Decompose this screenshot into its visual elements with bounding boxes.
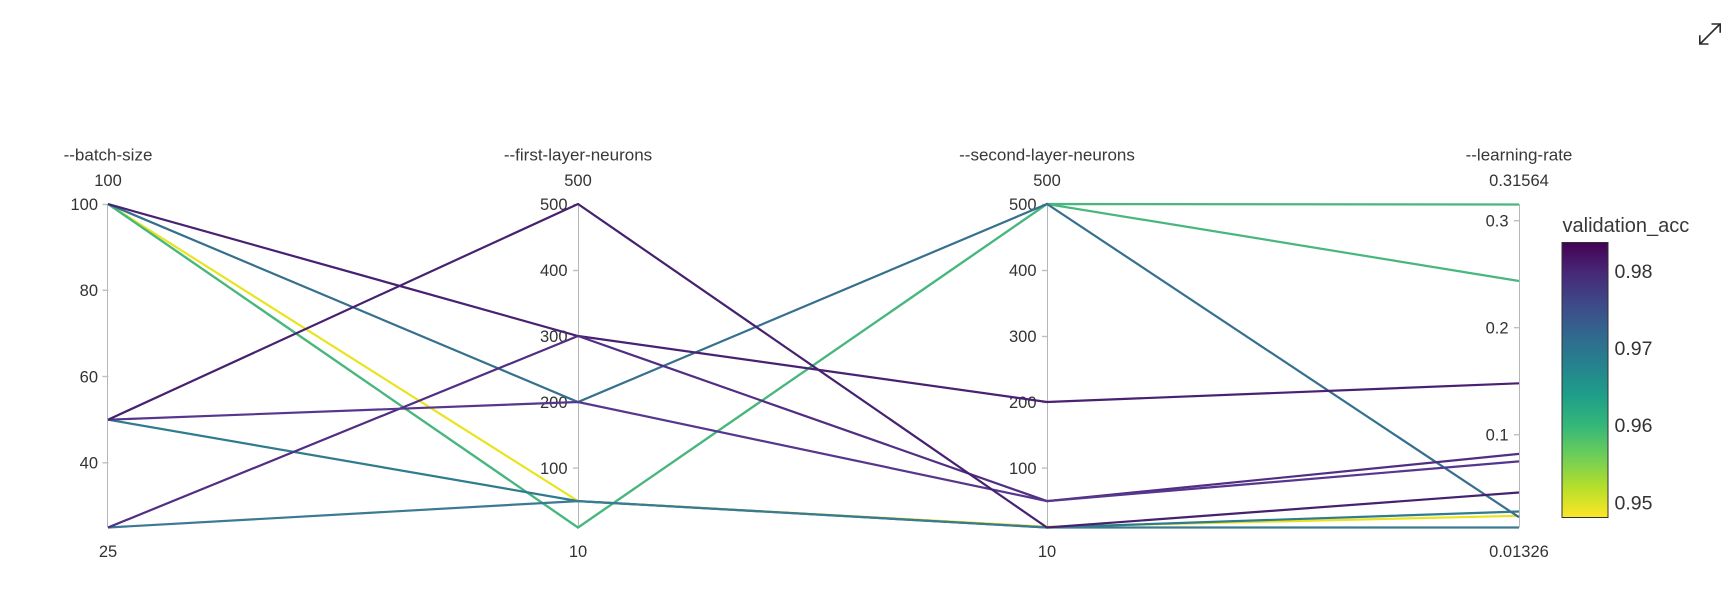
svg-text:300: 300 bbox=[1009, 328, 1037, 346]
svg-text:100: 100 bbox=[94, 172, 122, 190]
svg-text:60: 60 bbox=[80, 368, 98, 386]
svg-text:0.1: 0.1 bbox=[1486, 427, 1509, 445]
svg-text:500: 500 bbox=[540, 196, 568, 214]
svg-text:--second-layer-neurons: --second-layer-neurons bbox=[959, 146, 1135, 165]
svg-text:0.01326: 0.01326 bbox=[1489, 543, 1549, 561]
svg-text:10: 10 bbox=[569, 543, 587, 561]
svg-text:300: 300 bbox=[540, 328, 568, 346]
svg-text:80: 80 bbox=[80, 282, 98, 300]
svg-text:0.3: 0.3 bbox=[1486, 213, 1509, 231]
svg-text:0.95: 0.95 bbox=[1615, 492, 1653, 514]
svg-text:400: 400 bbox=[540, 262, 568, 280]
svg-text:500: 500 bbox=[564, 172, 592, 190]
svg-text:0.98: 0.98 bbox=[1615, 261, 1653, 283]
svg-text:--batch-size: --batch-size bbox=[64, 146, 153, 165]
svg-text:500: 500 bbox=[1009, 196, 1037, 214]
svg-text:0.97: 0.97 bbox=[1615, 338, 1653, 360]
svg-text:40: 40 bbox=[80, 455, 98, 473]
svg-text:validation_acc: validation_acc bbox=[1563, 215, 1690, 237]
svg-text:400: 400 bbox=[1009, 262, 1037, 280]
svg-text:0.2: 0.2 bbox=[1486, 320, 1509, 338]
svg-text:100: 100 bbox=[70, 196, 98, 214]
svg-text:0.31564: 0.31564 bbox=[1489, 172, 1549, 190]
svg-text:25: 25 bbox=[99, 543, 117, 561]
svg-text:--learning-rate: --learning-rate bbox=[1466, 146, 1573, 165]
svg-text:500: 500 bbox=[1033, 172, 1061, 190]
svg-text:100: 100 bbox=[1009, 460, 1037, 478]
svg-text:--first-layer-neurons: --first-layer-neurons bbox=[504, 146, 652, 165]
svg-text:0.96: 0.96 bbox=[1615, 415, 1653, 437]
svg-text:10: 10 bbox=[1038, 543, 1056, 561]
svg-text:100: 100 bbox=[540, 460, 568, 478]
